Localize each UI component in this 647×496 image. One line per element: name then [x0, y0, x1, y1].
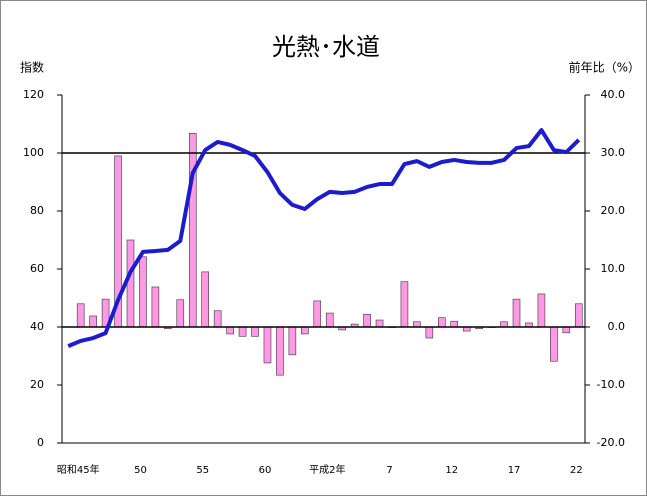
bar	[151, 286, 160, 328]
x-tick-label: 17	[508, 465, 521, 476]
bar	[325, 312, 334, 328]
y2-tick-label: 0.0	[608, 320, 626, 333]
y2-tick-label: -20.0	[597, 436, 625, 449]
y2-tick-label: 30.0	[601, 146, 626, 159]
x-tick-label: 12	[445, 465, 458, 476]
bar	[201, 271, 209, 328]
bar	[537, 293, 546, 328]
chart-title: 光熱･水道	[272, 33, 380, 61]
bar	[76, 303, 85, 328]
x-tick-label: 55	[196, 465, 209, 476]
bar	[512, 298, 521, 328]
bar	[574, 303, 583, 328]
bar	[263, 326, 272, 364]
y-tick-label: 120	[23, 88, 44, 101]
bar	[139, 256, 147, 328]
bar	[313, 300, 322, 328]
bar	[363, 313, 371, 328]
index-line	[67, 128, 581, 348]
bar	[450, 320, 459, 328]
bar	[251, 326, 259, 337]
y2-axis-title: 前年比（%）	[569, 60, 640, 75]
bar	[500, 321, 508, 328]
bar	[438, 317, 446, 328]
bar	[288, 326, 297, 356]
bar	[176, 299, 185, 328]
y-tick-label: 20	[30, 378, 44, 391]
x-tick-label: 7	[386, 465, 392, 476]
x-tick-label: 平成2年	[309, 463, 345, 476]
x-tick-label: 50	[134, 465, 147, 476]
bar	[400, 281, 409, 328]
bar	[89, 315, 97, 328]
y2-tick-label: 10.0	[601, 262, 626, 275]
bar	[188, 132, 197, 328]
bar	[213, 310, 222, 328]
y-tick-label: 60	[30, 262, 44, 275]
x-tick-label: 昭和45年	[57, 463, 100, 476]
bar	[301, 326, 309, 335]
y-axis-title: 指数	[20, 60, 44, 75]
bar	[550, 326, 558, 362]
x-tick-label: 22	[570, 465, 583, 476]
bar	[126, 239, 135, 328]
y-tick-label: 40	[30, 320, 44, 333]
bar	[226, 326, 234, 335]
y2-tick-label: 40.0	[601, 88, 626, 101]
y2-tick-label: -10.0	[597, 378, 625, 391]
bar	[425, 326, 434, 339]
bar	[562, 326, 571, 334]
y2-tick-label: 20.0	[601, 204, 626, 217]
bar	[375, 319, 384, 328]
bar	[413, 321, 421, 328]
x-tick-label: 60	[259, 465, 272, 476]
bar	[276, 326, 284, 376]
y-tick-label: 0	[37, 436, 44, 449]
y-tick-label: 80	[30, 204, 44, 217]
y-tick-label: 100	[23, 146, 44, 159]
bar	[238, 326, 247, 337]
